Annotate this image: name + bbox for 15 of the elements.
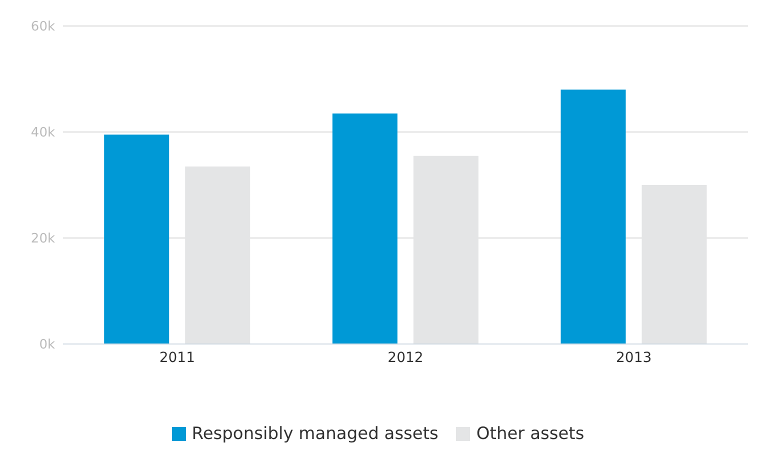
x-tick-label: 2012 xyxy=(388,350,424,366)
bar xyxy=(560,90,626,344)
legend-label: Responsibly managed assets xyxy=(192,424,438,444)
y-tick-label: 40k xyxy=(30,126,56,141)
y-tick-label: 60k xyxy=(30,20,56,35)
bar xyxy=(185,166,250,344)
bar xyxy=(413,156,478,344)
y-tick-label: 20k xyxy=(30,232,56,247)
bar xyxy=(332,113,398,344)
bar xyxy=(642,185,707,344)
x-tick-label: 2013 xyxy=(616,350,652,366)
y-tick-label: 0k xyxy=(39,338,56,353)
x-tick-label: 2011 xyxy=(159,350,195,366)
bar xyxy=(104,134,170,344)
legend-label: Other assets xyxy=(476,424,584,444)
